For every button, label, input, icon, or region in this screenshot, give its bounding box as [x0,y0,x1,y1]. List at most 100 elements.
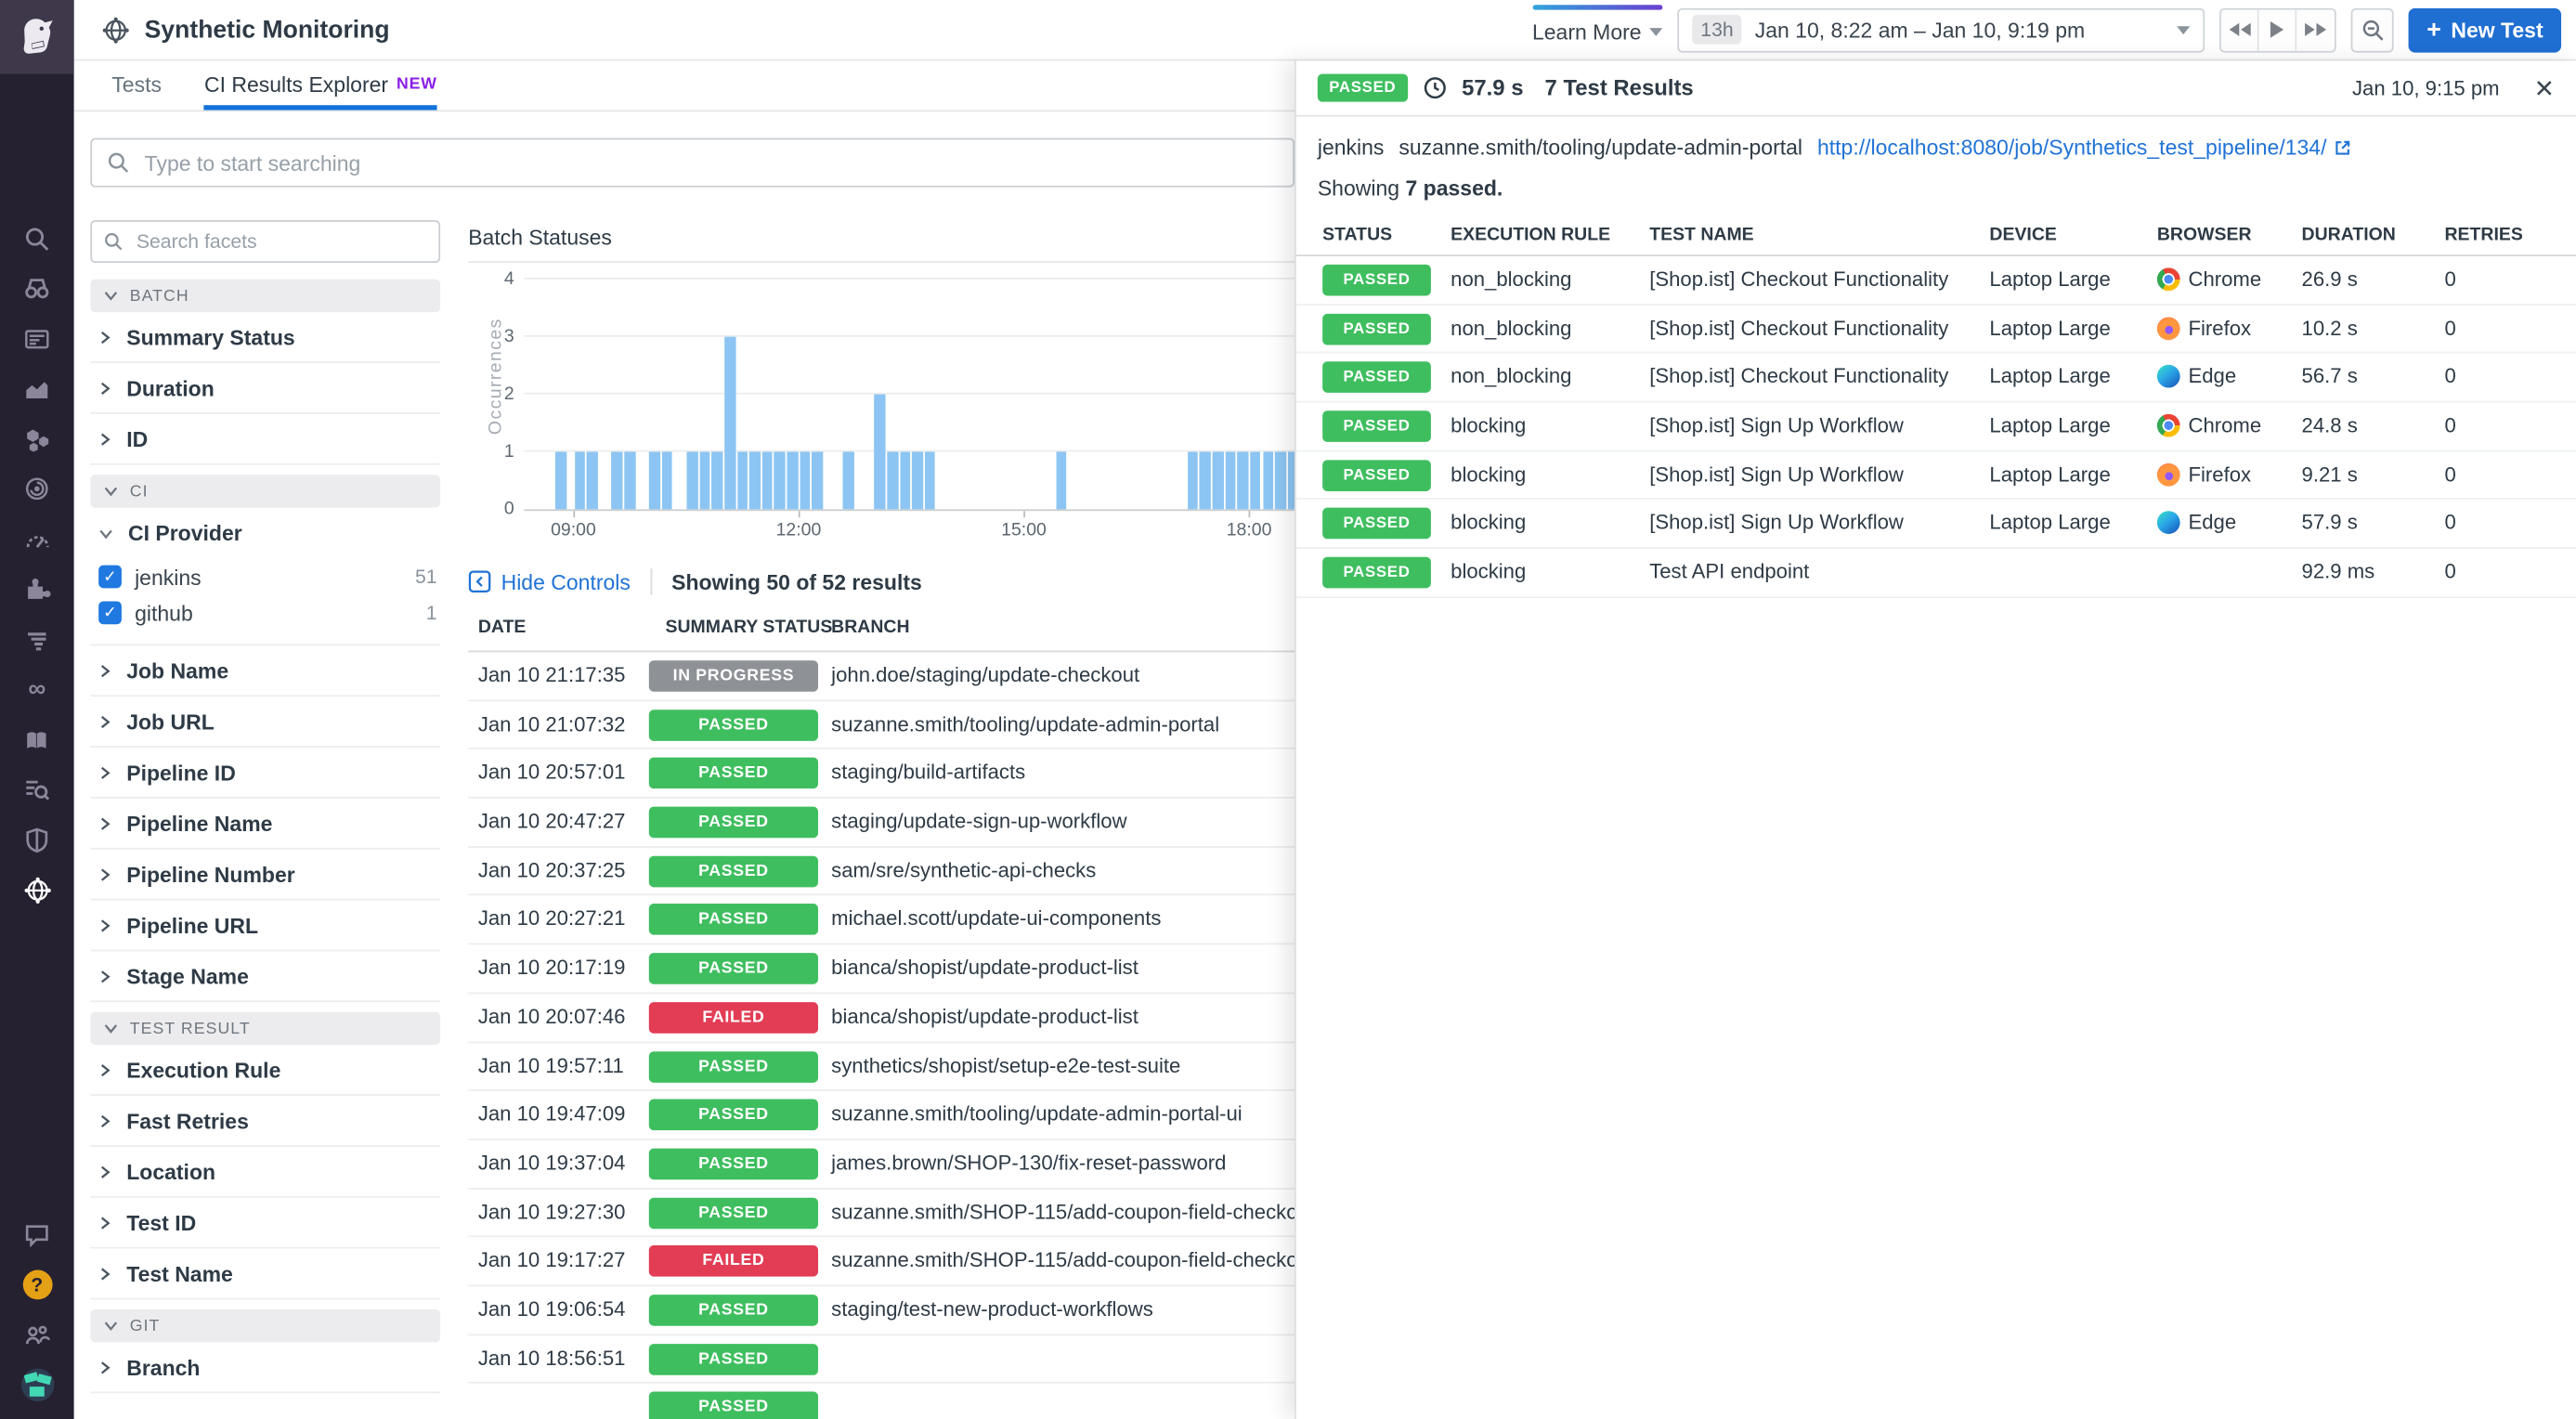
chart-bar[interactable] [1200,451,1211,510]
test-result-row[interactable]: PASSED blocking [Shop.ist] Sign Up Workflo… [1295,403,2576,452]
hide-controls-button[interactable]: Hide Controls [468,569,631,594]
facet-group-test-result[interactable]: TEST RESULT [90,1011,441,1046]
facet-item-location[interactable]: Location [90,1147,441,1198]
close-icon[interactable]: ✕ [2533,74,2555,103]
infrastructure-icon[interactable] [0,414,74,464]
chart-bar[interactable] [1056,451,1067,510]
facet-item-test-name[interactable]: Test Name [90,1249,441,1300]
chart-bar[interactable] [887,451,898,510]
table-row[interactable]: Jan 10 20:17:19 PASSED bianca/shopist/upda… [468,944,1295,994]
chart-bar[interactable] [761,451,774,510]
checkbox-checked[interactable]: ✓ [98,565,122,589]
log-explorer-icon[interactable] [0,765,74,815]
facet-option-jenkins[interactable]: ✓ jenkins 51 [90,559,440,595]
facet-search-input[interactable] [133,228,427,255]
table-row[interactable]: Jan 10 20:37:25 PASSED sam/sre/synthetic-a… [468,847,1295,896]
tab-tests[interactable]: Tests [111,72,162,98]
table-row[interactable]: Jan 10 20:57:01 PASSED staging/build-artif… [468,749,1295,799]
chart-bar[interactable] [555,451,566,510]
facet-item-pipeline-url[interactable]: Pipeline URL [90,900,441,952]
security-shield-icon[interactable] [0,814,74,865]
facet-item-job-url[interactable]: Job URL [90,696,441,748]
table-row[interactable]: Jan 10 21:17:35 IN PROGRESS john.doe/stagi… [468,652,1295,701]
table-row[interactable]: Jan 10 20:27:21 PASSED michael.scott/updat… [468,896,1295,945]
table-row[interactable]: Jan 10 19:47:09 PASSED suzanne.smith/tooli… [468,1091,1295,1140]
search-icon[interactable] [0,214,74,264]
table-row[interactable]: Jan 10 19:17:27 FAILED suzanne.smith/SHOP-… [468,1238,1295,1287]
facet-item-ci-provider[interactable]: CI Provider [90,508,440,559]
facet-item-duration[interactable]: Duration [90,363,441,414]
chart-bar[interactable] [787,451,799,510]
search-input[interactable] [141,149,1279,177]
chart-bar[interactable] [624,451,635,510]
zoom-out-button[interactable] [2350,7,2394,52]
integrations-puzzle-icon[interactable] [0,565,74,615]
chart-bar[interactable] [1275,451,1286,510]
chart-bar[interactable] [649,451,660,510]
rewind-button[interactable] [2221,8,2259,50]
facet-item-summary-status[interactable]: Summary Status [90,312,441,363]
chart-bar[interactable] [899,451,911,510]
table-row[interactable]: PASSED [468,1384,1295,1419]
chart-bar[interactable] [736,451,748,510]
facet-option-github[interactable]: ✓ github 1 [90,594,440,631]
chart-bar[interactable] [812,451,824,510]
chart-bar[interactable] [574,451,585,510]
new-test-button[interactable]: + New Test [2408,7,2562,52]
chart-bar[interactable] [699,451,710,510]
chart-bar[interactable] [1212,451,1224,510]
table-row[interactable]: Jan 10 19:06:54 PASSED staging/test-new-pr… [468,1286,1295,1335]
table-row[interactable]: Jan 10 19:37:04 PASSED james.brown/SHOP-13… [468,1140,1295,1190]
metrics-icon[interactable] [0,364,74,414]
logs-icon[interactable] [0,615,74,665]
play-button[interactable] [2258,8,2297,50]
table-row[interactable]: Jan 10 20:07:46 FAILED bianca/shopist/upda… [468,994,1295,1043]
facet-item-pipeline-number[interactable]: Pipeline Number [90,850,441,901]
table-row[interactable]: Jan 10 21:07:32 PASSED suzanne.smith/tooli… [468,701,1295,750]
chart-bar[interactable] [800,451,811,510]
chart-bar[interactable] [686,451,698,510]
time-range-picker[interactable]: 13h Jan 10, 8:22 am – Jan 10, 9:19 pm [1677,7,2205,52]
facet-group-ci[interactable]: CI [90,475,441,508]
facet-item-pipeline-name[interactable]: Pipeline Name [90,799,441,850]
facet-group-batch[interactable]: BATCH [90,279,441,313]
facet-item-branch[interactable]: Branch [90,1342,441,1394]
monitors-gauge-icon[interactable] [0,514,74,565]
chart-bar[interactable] [1225,451,1236,510]
chart-bar[interactable] [1262,451,1274,510]
test-result-row[interactable]: PASSED non_blocking [Shop.ist] Checkout Fu… [1295,354,2576,403]
chart-bar[interactable] [611,451,623,510]
chart-bar[interactable] [586,451,598,510]
users-icon[interactable] [0,1309,74,1360]
facet-item-fast-retries[interactable]: Fast Retries [90,1096,441,1147]
table-row[interactable]: Jan 10 20:47:27 PASSED staging/update-sign… [468,799,1295,848]
test-result-row[interactable]: PASSED non_blocking [Shop.ist] Checkout Fu… [1295,256,2576,306]
chart-bar[interactable] [711,451,723,510]
watchdog-icon[interactable] [0,264,74,314]
learn-more-menu[interactable]: Learn More [1531,4,1663,44]
facet-search[interactable] [90,220,441,264]
synthetics-icon[interactable] [0,865,74,915]
test-result-row[interactable]: PASSED blocking Test API endpoint 92.9 ms 0 [1295,549,2576,598]
test-result-row[interactable]: PASSED blocking [Shop.ist] Sign Up Workflo… [1295,451,2576,501]
chart-bar[interactable] [1187,451,1199,510]
chart-bar[interactable] [724,336,735,510]
chart-bar[interactable] [774,451,786,510]
table-row[interactable]: Jan 10 19:27:30 PASSED suzanne.smith/SHOP-… [468,1189,1295,1238]
chart-bar[interactable] [843,451,854,510]
chart-bar[interactable] [661,451,673,510]
facet-item-stage-name[interactable]: Stage Name [90,951,441,1003]
test-result-row[interactable]: PASSED non_blocking [Shop.ist] Checkout Fu… [1295,306,2576,355]
chart-bar[interactable] [1287,451,1295,510]
facet-item-execution-rule[interactable]: Execution Rule [90,1045,441,1097]
chart-bar[interactable] [1250,451,1261,510]
chart-bar[interactable] [924,451,936,510]
chart-plot-area[interactable] [524,271,1295,512]
table-row[interactable]: Jan 10 19:57:11 PASSED synthetics/shopist/… [468,1043,1295,1092]
table-row[interactable]: Jan 10 18:56:51 PASSED [468,1335,1295,1385]
tab-ci-results-explorer[interactable]: CI Results Explorer NEW [203,60,437,111]
test-result-row[interactable]: PASSED blocking [Shop.ist] Sign Up Workflo… [1295,501,2576,550]
chart-bar[interactable] [1237,451,1249,510]
facet-group-git[interactable]: GIT [90,1308,441,1343]
fast-forward-button[interactable] [2296,8,2335,50]
